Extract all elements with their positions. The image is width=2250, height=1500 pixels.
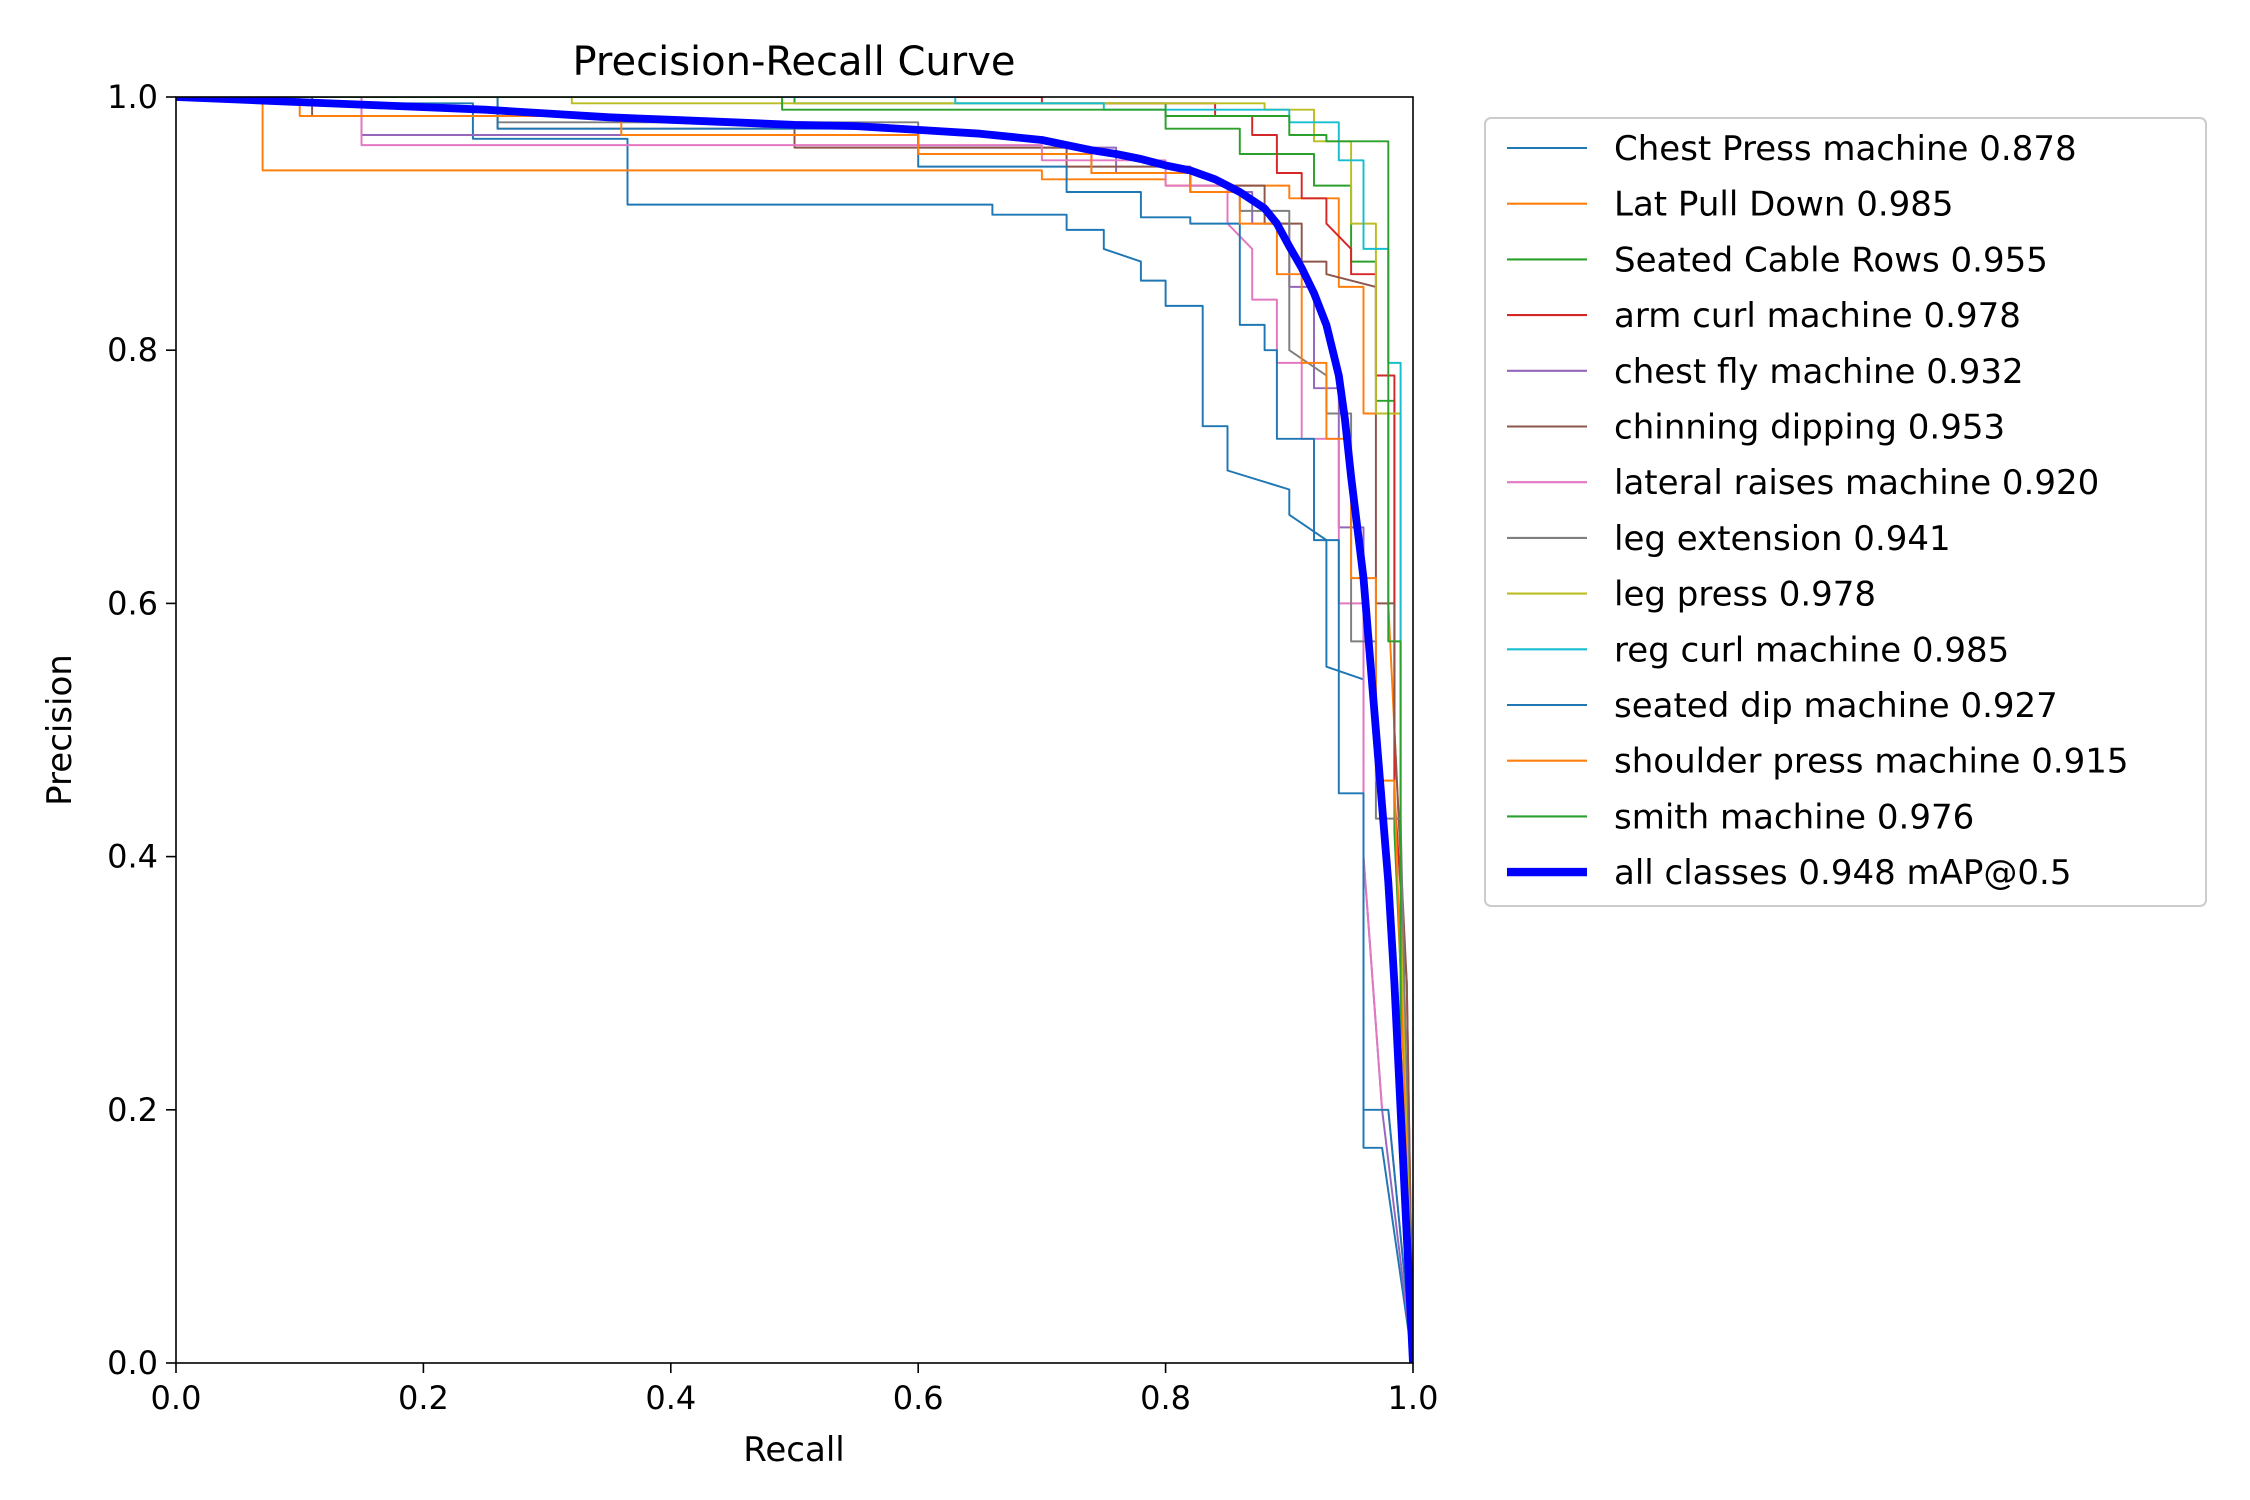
legend-entry-label: leg press 0.978 bbox=[1614, 575, 1876, 615]
series-line-8 bbox=[176, 97, 1413, 1363]
legend-entry-label: Lat Pull Down 0.985 bbox=[1614, 185, 1954, 225]
legend-entry-label: chinning dipping 0.953 bbox=[1614, 408, 2005, 448]
series-line-7 bbox=[176, 97, 1413, 1363]
series-line-5 bbox=[176, 97, 1413, 1363]
series-layer bbox=[176, 97, 1413, 1363]
x-tick-label: 0.6 bbox=[893, 1379, 944, 1417]
legend-entry-label: all classes 0.948 mAP@0.5 bbox=[1614, 853, 2071, 893]
series-line-4 bbox=[176, 97, 1413, 1363]
y-tick-label: 1.0 bbox=[107, 78, 158, 116]
y-axis-label: Precision bbox=[40, 654, 80, 806]
series-line-9 bbox=[176, 97, 1413, 1363]
y-tick-label: 0.2 bbox=[107, 1091, 158, 1129]
legend-entry-label: Chest Press machine 0.878 bbox=[1614, 129, 2077, 169]
legend: Chest Press machine 0.878 Lat Pull Down 0… bbox=[1484, 117, 2207, 907]
legend-entry-label: reg curl machine 0.985 bbox=[1614, 630, 2009, 670]
legend-entry-label: seated dip machine 0.927 bbox=[1614, 686, 2058, 726]
x-tick-label: 0.0 bbox=[151, 1379, 202, 1417]
series-line-1 bbox=[176, 97, 1413, 1363]
series-line-10 bbox=[176, 97, 1413, 1363]
x-tick-label: 1.0 bbox=[1388, 1379, 1439, 1417]
series-line-2 bbox=[176, 97, 1413, 1363]
legend-entry-label: smith machine 0.976 bbox=[1614, 797, 1974, 837]
x-axis-label: Recall bbox=[743, 1430, 844, 1470]
series-line-0 bbox=[176, 97, 1413, 1363]
y-tick-label: 0.8 bbox=[107, 331, 158, 369]
x-tick-label: 0.8 bbox=[1140, 1379, 1191, 1417]
legend-entry-label: arm curl machine 0.978 bbox=[1614, 296, 2021, 336]
axis-ticks: 0.0 0.2 0.4 0.6 0.8 1.0 0.0 0.2 0.4 0.6 0.8 1.0 bbox=[107, 78, 1438, 1417]
x-tick-label: 0.4 bbox=[645, 1379, 696, 1417]
legend-entry-label: lateral raises machine 0.920 bbox=[1614, 463, 2099, 503]
series-line-11 bbox=[176, 97, 1413, 1363]
legend-entry-label: Seated Cable Rows 0.955 bbox=[1614, 240, 2048, 280]
legend-entry-label: shoulder press machine 0.915 bbox=[1614, 742, 2129, 782]
x-tick-label: 0.2 bbox=[398, 1379, 449, 1417]
plot-frame bbox=[175, 96, 1414, 1364]
legend-box bbox=[1484, 117, 2207, 907]
legend-entry-label: chest fly machine 0.932 bbox=[1614, 352, 2024, 392]
series-line-13 bbox=[176, 97, 1413, 1363]
legend-entry-label: leg extension 0.941 bbox=[1614, 519, 1951, 559]
y-tick-label: 0.6 bbox=[107, 584, 158, 622]
y-tick-label: 0.0 bbox=[107, 1344, 158, 1382]
chart-title: Precision-Recall Curve bbox=[573, 39, 1016, 85]
series-line-6 bbox=[176, 97, 1413, 1363]
series-line-3 bbox=[176, 97, 1413, 1363]
plot-area bbox=[175, 96, 1414, 1364]
series-line-12 bbox=[176, 97, 1413, 1363]
y-tick-label: 0.4 bbox=[107, 838, 158, 876]
